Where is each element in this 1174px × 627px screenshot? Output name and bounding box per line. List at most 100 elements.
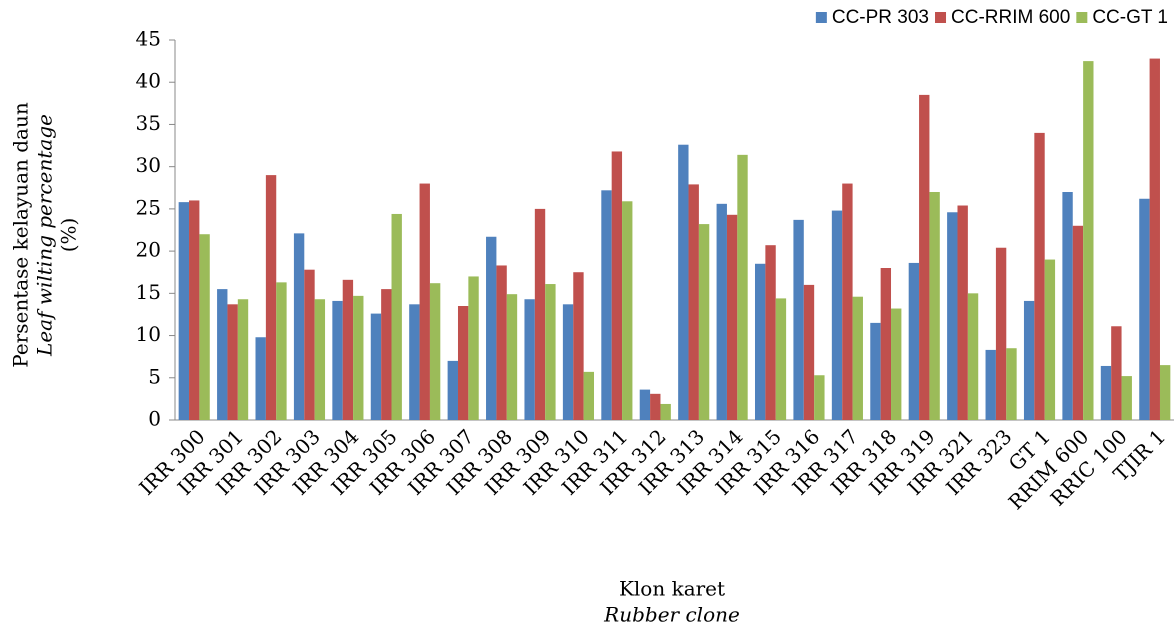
x-axis-title: Rubber clone: [603, 603, 740, 627]
bar: [545, 284, 556, 420]
bar: [342, 279, 354, 420]
bar: [237, 299, 249, 420]
bar: [178, 202, 190, 420]
bar: [870, 322, 881, 420]
bar: [831, 210, 843, 420]
bar: [217, 289, 228, 420]
bar: [468, 276, 479, 420]
legend-label: CC-RRIM 600: [951, 7, 1070, 28]
y-axis-title-line: (%): [57, 218, 81, 253]
bar: [419, 183, 430, 420]
y-tick-label: 5: [148, 364, 161, 388]
bar: [447, 360, 458, 420]
bar: [947, 212, 958, 420]
bar: [919, 94, 930, 420]
bar: [929, 192, 940, 420]
bar: [293, 233, 305, 420]
bar: [650, 393, 661, 420]
bar: [1062, 192, 1073, 420]
bar: [391, 213, 402, 420]
bar: [189, 200, 200, 420]
bar: [496, 265, 507, 420]
bar: [688, 184, 699, 420]
bar: [265, 175, 277, 420]
bar: [1159, 365, 1171, 420]
y-tick-label: 45: [136, 27, 161, 51]
bar: [737, 154, 748, 420]
bar: [314, 299, 326, 420]
bar: [698, 224, 710, 420]
bar: [880, 268, 892, 420]
bar: [842, 183, 853, 420]
y-axis-title: Persentase kelayuan daun Leaf wilting pe…: [9, 102, 81, 368]
y-tick-label: 40: [136, 69, 161, 93]
bar: [429, 283, 441, 420]
bar: [601, 190, 612, 420]
bar: [678, 144, 689, 420]
legend-label: CC-GT 1: [1092, 7, 1168, 28]
bar: [1139, 198, 1150, 420]
bar: [639, 389, 651, 420]
bar: [562, 304, 574, 420]
bar: [716, 203, 727, 420]
bar: [370, 313, 382, 420]
y-tick-label: 0: [148, 407, 161, 431]
bar: [524, 299, 535, 420]
bar: [573, 272, 584, 420]
bar: [1149, 58, 1160, 420]
bar: [611, 151, 623, 420]
bar: [1023, 300, 1035, 420]
bar: [814, 375, 825, 420]
bar: [726, 214, 738, 420]
bar: [622, 201, 633, 420]
bar: [1006, 348, 1017, 420]
bar: [353, 295, 364, 420]
y-tick-label: 10: [136, 322, 161, 346]
bar: [1100, 365, 1112, 420]
bar: [409, 304, 420, 420]
y-axis-title-line: Persentase kelayuan daun: [9, 102, 33, 368]
bar: [486, 236, 497, 420]
bar: [1083, 61, 1094, 420]
bar: [908, 262, 920, 420]
bar: [506, 294, 518, 420]
bar: [1111, 326, 1122, 420]
bar: [457, 306, 469, 420]
bar: [227, 304, 238, 420]
bar: [304, 269, 315, 420]
bar: [1044, 259, 1056, 420]
legend: CC-PR 303 CC-RRIM 600 CC-GT 1: [815, 7, 1168, 28]
y-tick-label: 20: [136, 238, 161, 262]
bar: [583, 371, 595, 420]
bar: [793, 219, 804, 420]
bar: [660, 403, 671, 420]
legend-swatch: [815, 12, 827, 23]
x-axis-title: Klon karet: [619, 577, 725, 601]
bar: [1034, 132, 1045, 420]
bar: [957, 205, 968, 420]
bar: [775, 298, 787, 420]
bar: [255, 337, 266, 420]
legend-swatch: [935, 12, 947, 23]
bar: [534, 208, 546, 420]
y-axis-title-line: Leaf wilting percentage: [33, 114, 57, 357]
y-tick-label: 35: [136, 111, 161, 135]
bar: [276, 282, 287, 420]
legend-label: CC-PR 303: [832, 7, 929, 28]
legend-swatch: [1076, 12, 1088, 23]
bar: [332, 300, 343, 420]
bar: [985, 349, 996, 420]
bar: [1072, 225, 1084, 420]
bar: [199, 234, 210, 420]
y-tick-label: 30: [136, 153, 161, 177]
bar: [1121, 376, 1132, 420]
bar: [381, 289, 392, 420]
bar: [754, 263, 766, 420]
bar: [995, 247, 1007, 420]
y-tick-label: 25: [136, 195, 161, 219]
bar: [852, 296, 863, 420]
bar: [803, 284, 815, 420]
bar: [891, 308, 902, 420]
y-tick-label: 15: [136, 280, 161, 304]
